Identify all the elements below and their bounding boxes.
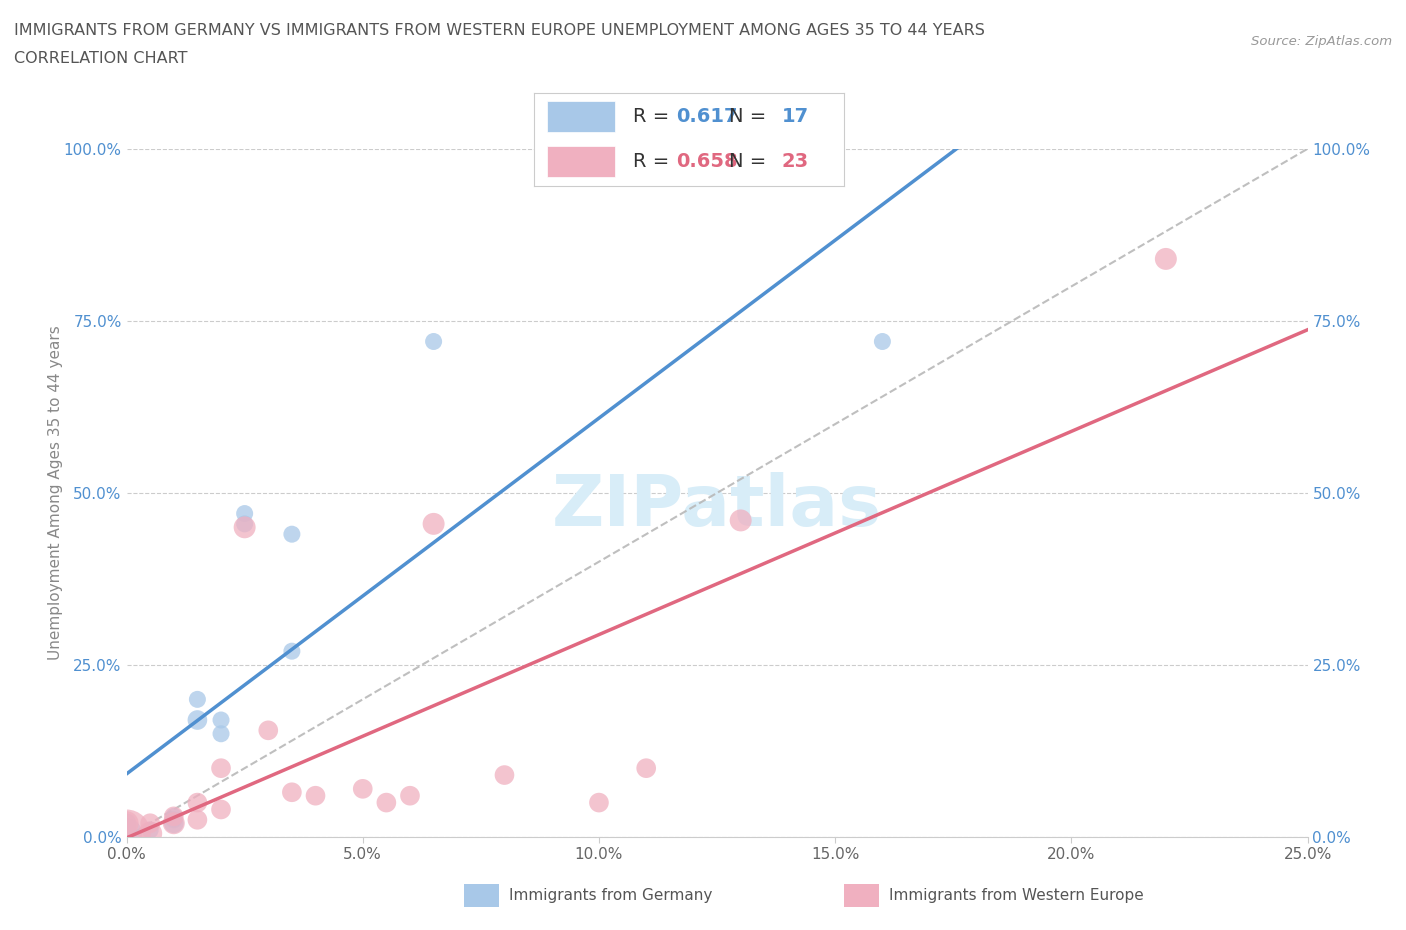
Point (281, 785, 304, 800)
Point (233, 516, 256, 531)
Point (139, 823, 162, 838)
Point (257, 723, 280, 737)
Text: R =: R = (633, 152, 676, 171)
Point (352, 781, 374, 796)
Point (209, 802, 232, 817)
Point (209, 761, 232, 776)
Point (186, 795, 208, 810)
Text: N =: N = (730, 107, 773, 126)
Text: 23: 23 (782, 152, 808, 171)
Point (186, 692, 208, 707)
Text: R =: R = (633, 107, 676, 126)
Point (115, 826, 138, 841)
Point (115, 826, 138, 841)
Point (399, 789, 422, 804)
Bar (547, 101, 614, 132)
Text: 0.658: 0.658 (676, 152, 738, 171)
Text: CORRELATION CHART: CORRELATION CHART (14, 51, 187, 66)
Point (163, 809, 186, 824)
Point (163, 813, 186, 828)
Y-axis label: Unemployment Among Ages 35 to 44 years: Unemployment Among Ages 35 to 44 years (48, 326, 63, 660)
Point (163, 816, 186, 830)
Point (233, 506, 256, 521)
Text: Immigrants from Western Europe: Immigrants from Western Europe (889, 888, 1143, 903)
Point (422, 516, 444, 531)
Point (730, 513, 752, 528)
Point (115, 823, 138, 838)
Point (163, 809, 186, 824)
Bar (547, 146, 614, 177)
Point (636, 761, 658, 776)
Point (186, 712, 208, 727)
Point (422, 334, 444, 349)
Point (139, 816, 162, 830)
Text: 17: 17 (782, 107, 808, 126)
Point (588, 795, 610, 810)
Point (375, 795, 398, 810)
Point (494, 767, 516, 782)
Point (115, 816, 138, 830)
Point (304, 789, 326, 804)
Text: Source: ZipAtlas.com: Source: ZipAtlas.com (1251, 35, 1392, 48)
Point (209, 712, 232, 727)
Point (209, 726, 232, 741)
Point (281, 526, 304, 541)
Point (163, 816, 186, 830)
Point (186, 813, 208, 828)
Text: Immigrants from Germany: Immigrants from Germany (509, 888, 713, 903)
Point (115, 816, 138, 830)
Point (233, 520, 256, 535)
Point (1154, 251, 1177, 266)
Text: IMMIGRANTS FROM GERMANY VS IMMIGRANTS FROM WESTERN EUROPE UNEMPLOYMENT AMONG AGE: IMMIGRANTS FROM GERMANY VS IMMIGRANTS FR… (14, 23, 986, 38)
Text: N =: N = (730, 152, 773, 171)
Point (139, 826, 162, 841)
Point (281, 644, 304, 658)
Text: ZIPatlas: ZIPatlas (553, 472, 882, 541)
Point (872, 334, 894, 349)
Text: 0.617: 0.617 (676, 107, 738, 126)
